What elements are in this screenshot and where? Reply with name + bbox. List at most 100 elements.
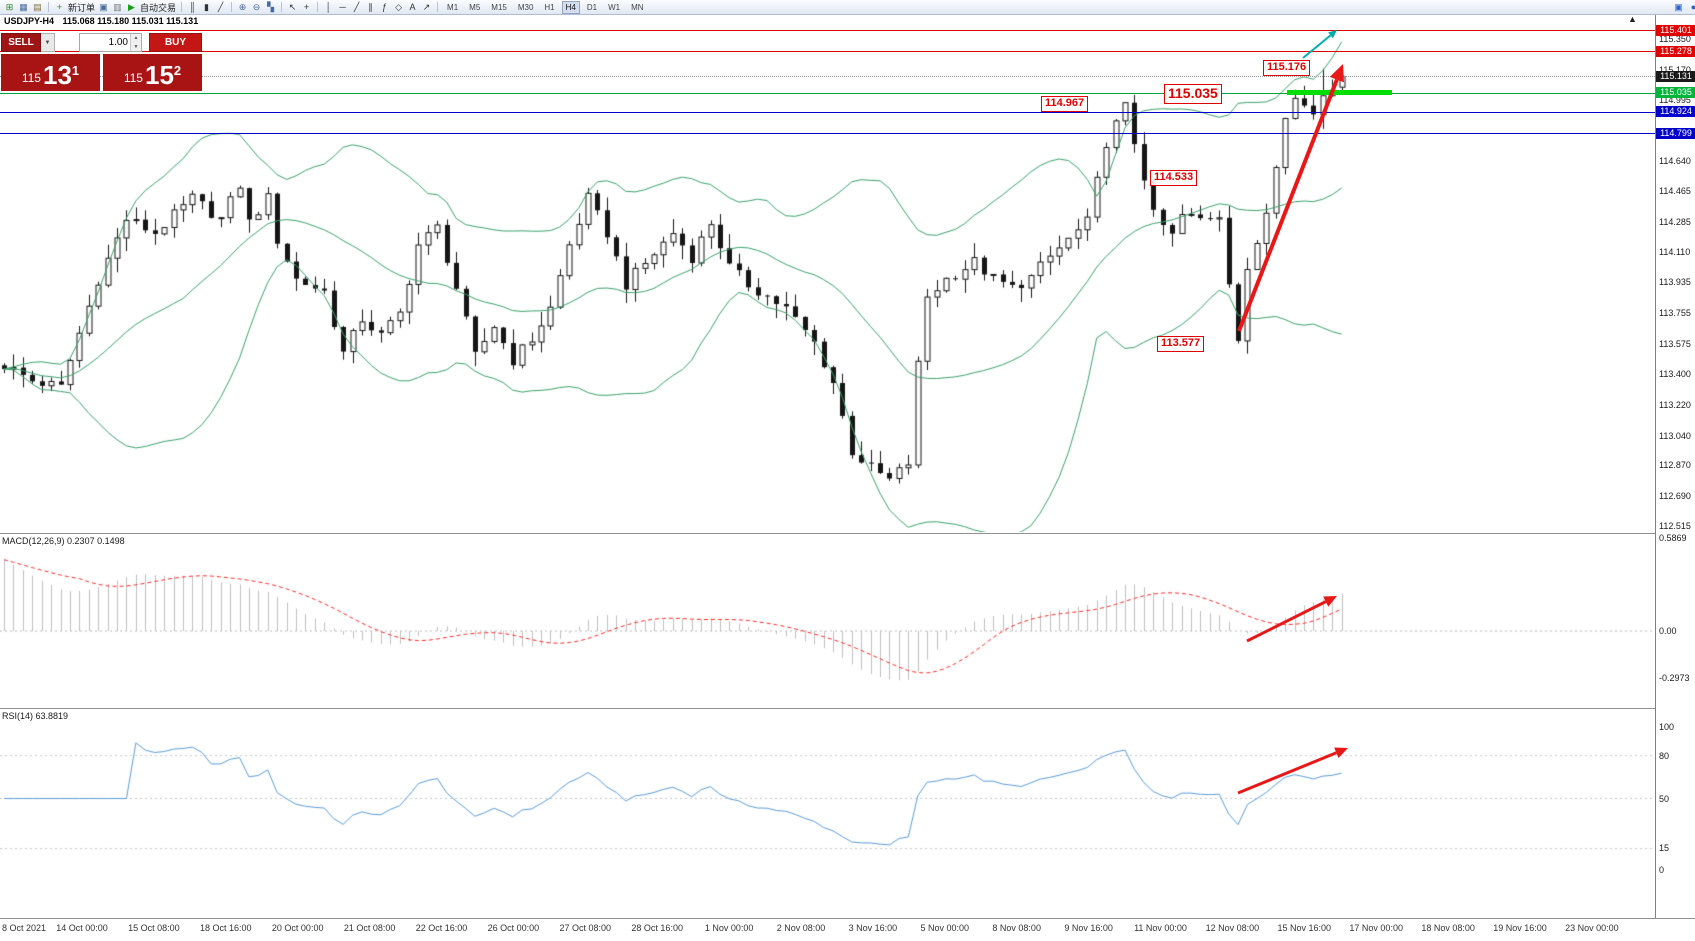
- cursor-icon[interactable]: ↖: [288, 2, 297, 12]
- shapes-icon[interactable]: ◇: [395, 2, 402, 12]
- price-label-115176[interactable]: 115.176: [1263, 60, 1311, 76]
- market-watch-icon[interactable]: ▣: [99, 2, 108, 12]
- sell-price-big: 13: [42, 60, 72, 90]
- price-axis-tick: 114.995: [1659, 94, 1691, 105]
- sell-button[interactable]: SELL: [1, 33, 41, 52]
- timeframe-m5-button[interactable]: M5: [469, 2, 481, 12]
- help-icon[interactable]: ●: [1690, 2, 1695, 12]
- price-axis-tick: 113.220: [1659, 399, 1691, 410]
- buy-button[interactable]: BUY: [149, 33, 202, 52]
- zoom-out-icon[interactable]: ⊖: [252, 2, 261, 12]
- rsi-label: RSI(14) 63.8819: [2, 711, 68, 721]
- price-axis-tick: 113.935: [1659, 276, 1691, 287]
- timeframe-w1-button[interactable]: W1: [608, 2, 621, 12]
- price-badge-115.035: 115.035: [1656, 87, 1695, 99]
- sell-price-prefix: 115: [21, 71, 41, 85]
- price-badge-115.131: 115.131: [1656, 70, 1695, 82]
- fibonacci-icon[interactable]: ƒ: [382, 2, 388, 12]
- rsi-axis-tick: 50: [1659, 794, 1670, 804]
- buy-price-panel[interactable]: 115 15 2: [103, 54, 202, 91]
- new-order-icon[interactable]: +: [56, 2, 63, 12]
- vertical-line-icon[interactable]: │: [325, 2, 332, 12]
- time-label: 8 Nov 08:00: [992, 923, 1041, 933]
- price-label-114533[interactable]: 114.533: [1150, 170, 1198, 186]
- new-order-button[interactable]: 新订单: [68, 2, 96, 13]
- time-label: 11 Nov 00:00: [1134, 923, 1187, 933]
- timeframe-d1-button[interactable]: D1: [586, 2, 598, 12]
- price-axis[interactable]: 115.350 115.170 114.995 114.640 114.465 114.2…: [1655, 14, 1695, 918]
- arrange-windows-icon[interactable]: ▣: [1674, 2, 1683, 12]
- price-axis-tick: 114.285: [1659, 216, 1691, 227]
- channel-icon[interactable]: ∥: [368, 2, 373, 12]
- time-label: 8 Oct 2021: [2, 923, 47, 933]
- volume-up-icon[interactable]: ▲: [131, 34, 141, 43]
- resistance-line-115401[interactable]: [0, 30, 1655, 31]
- buy-price-prefix: 115: [123, 71, 143, 85]
- buy-price-big: 15: [144, 60, 174, 90]
- timeframe-mn-button[interactable]: MN: [631, 2, 644, 12]
- zoom-in-icon[interactable]: ⊕: [238, 2, 247, 12]
- new-order-window-icon[interactable]: ⊞: [5, 2, 14, 12]
- price-axis-tick: 114.640: [1659, 155, 1691, 166]
- key-level-segment-115035[interactable]: [1287, 90, 1392, 96]
- line-chart-icon[interactable]: ╱: [217, 2, 224, 12]
- bid-price-line-115131[interactable]: [0, 76, 1655, 78]
- data-window-icon[interactable]: ▥: [113, 2, 122, 12]
- time-label: 22 Oct 16:00: [415, 923, 468, 933]
- toolbar-separator: [317, 2, 319, 12]
- price-axis-tick: 113.040: [1659, 430, 1691, 441]
- timeframe-m15-button[interactable]: M15: [491, 2, 507, 12]
- time-label: 19 Nov 16:00: [1493, 923, 1547, 933]
- profiles-icon[interactable]: ▤: [33, 2, 42, 12]
- price-badge-115.401: 115.401: [1656, 24, 1695, 36]
- time-axis-separator: [0, 918, 1695, 919]
- time-label: 23 Nov 00:00: [1565, 923, 1619, 933]
- timeframe-h1-button[interactable]: H1: [544, 2, 555, 12]
- price-axis-tick: 114.110: [1659, 246, 1691, 257]
- price-axis-tick: 113.400: [1659, 368, 1691, 379]
- rsi-axis-tick: 80: [1659, 751, 1670, 761]
- volume-input[interactable]: [80, 34, 130, 51]
- crosshair-icon[interactable]: +: [303, 2, 310, 12]
- price-label-113577[interactable]: 113.577: [1157, 336, 1205, 352]
- horizontal-line-icon[interactable]: ─: [339, 2, 346, 12]
- bar-chart-icon[interactable]: ║: [189, 2, 196, 12]
- time-label: 21 Oct 08:00: [343, 923, 396, 933]
- autotrading-button[interactable]: 自动交易: [140, 2, 177, 13]
- macd-name: MACD(12,26,9): [2, 536, 65, 546]
- sell-price-sup: 1: [71, 63, 80, 78]
- support-line-114799[interactable]: [0, 133, 1655, 135]
- price-badge-115.278: 115.278: [1656, 45, 1695, 57]
- support-line-115035[interactable]: [0, 92, 1655, 94]
- price-label-115035[interactable]: 115.035: [1164, 84, 1222, 104]
- timeframe-m30-button[interactable]: M30: [517, 2, 534, 12]
- price-axis-tick: 115.170: [1659, 64, 1691, 75]
- macd-panel-separator: [0, 533, 1695, 534]
- rsi-name: RSI(14): [2, 711, 34, 721]
- text-icon[interactable]: A: [409, 2, 416, 12]
- arrows-icon[interactable]: ↗: [422, 2, 431, 12]
- price-axis-tick: 113.575: [1659, 338, 1691, 349]
- price-axis-tick: 112.690: [1659, 490, 1691, 501]
- time-label: 18 Oct 16:00: [200, 923, 252, 933]
- support-line-114924[interactable]: [0, 111, 1655, 113]
- sell-dropdown-icon[interactable]: ▼: [41, 33, 55, 52]
- autotrading-icon[interactable]: ▶: [128, 2, 135, 12]
- price-label-114967[interactable]: 114.967: [1041, 96, 1089, 112]
- time-label: 20 Oct 00:00: [271, 923, 324, 933]
- volume-down-icon[interactable]: ▼: [131, 42, 141, 51]
- trendline-icon[interactable]: ╱: [353, 2, 360, 12]
- price-axis-tick: 115.350: [1659, 33, 1691, 44]
- time-axis[interactable]: 8 Oct 2021 14 Oct 00:00 15 Oct 08:00 18 Oct…: [0, 919, 1695, 941]
- timeframe-h4-button[interactable]: H4: [561, 0, 580, 14]
- price-badge-114.924: 114.924: [1656, 106, 1695, 118]
- chart-window-icon[interactable]: ▦: [19, 2, 28, 12]
- timeframe-m1-button[interactable]: M1: [447, 2, 459, 12]
- sell-price-panel[interactable]: 115 13 1: [1, 54, 100, 91]
- candlestick-chart-icon[interactable]: ▮: [204, 2, 209, 12]
- time-label: 27 Oct 08:00: [559, 923, 612, 933]
- time-label: 14 Oct 00:00: [56, 923, 108, 933]
- tile-windows-icon[interactable]: ▚: [267, 2, 274, 12]
- resistance-line-115278[interactable]: [0, 51, 1655, 53]
